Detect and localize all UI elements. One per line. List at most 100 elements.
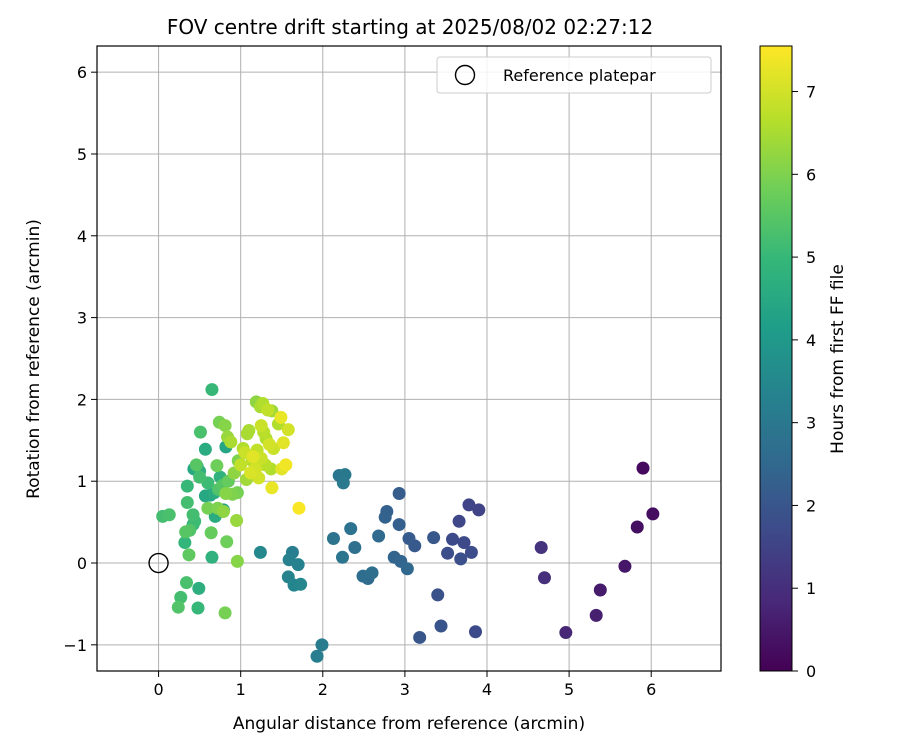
data-point <box>413 630 427 644</box>
data-point <box>191 601 205 615</box>
data-point <box>372 529 386 543</box>
data-point <box>254 419 268 433</box>
colorbar-gradient <box>759 45 793 672</box>
y-tick-label: −1 <box>63 636 87 655</box>
data-point <box>218 419 232 433</box>
x-tick-label: 3 <box>400 680 410 699</box>
data-point <box>186 508 200 522</box>
data-point <box>469 625 483 639</box>
data-point <box>454 552 468 566</box>
data-point <box>216 504 230 518</box>
data-point <box>292 501 306 515</box>
data-point <box>593 583 607 597</box>
data-point <box>310 649 324 663</box>
y-tick-label: 1 <box>77 472 87 491</box>
data-point <box>205 383 219 397</box>
data-point <box>218 606 232 620</box>
legend-box <box>436 56 712 94</box>
data-point <box>178 536 192 550</box>
data-point <box>230 554 244 568</box>
data-point <box>171 600 185 614</box>
data-point <box>636 461 650 475</box>
colorbar-tick-label: 5 <box>806 248 816 267</box>
colorbar-label: Hours from first FF file <box>828 264 848 454</box>
data-point <box>457 536 471 550</box>
data-point <box>559 626 573 640</box>
x-tick-label: 0 <box>153 680 163 699</box>
data-point <box>262 437 276 451</box>
data-point <box>335 550 349 564</box>
data-point <box>180 495 194 509</box>
data-point <box>253 545 267 559</box>
reference-marker-group <box>148 552 169 574</box>
colorbar-tick-label: 0 <box>806 662 816 681</box>
data-point <box>162 508 176 522</box>
y-tick-label: 6 <box>77 63 87 82</box>
colorbar-ticks: 0 1 2 3 4 5 6 7 <box>792 83 816 681</box>
data-point <box>180 479 194 493</box>
data-point <box>174 590 188 604</box>
data-point <box>534 540 548 554</box>
data-point <box>441 546 455 560</box>
x-tick-label: 5 <box>564 680 574 699</box>
data-point <box>464 545 478 559</box>
data-point <box>378 510 392 524</box>
x-tick-label: 6 <box>646 680 656 699</box>
data-point <box>589 608 603 622</box>
colorbar: 0 1 2 3 4 5 6 7 Hours from first FF file <box>759 45 848 681</box>
legend-entry-reference: Reference platepar <box>503 66 656 85</box>
colorbar-tick-label: 7 <box>806 83 816 102</box>
data-point <box>472 503 486 517</box>
data-point <box>326 531 340 545</box>
data-point <box>219 486 233 500</box>
data-point <box>537 571 551 585</box>
y-tick-label: 2 <box>77 390 87 409</box>
colorbar-tick-label: 1 <box>806 579 816 598</box>
x-tick-label: 1 <box>236 680 246 699</box>
data-point <box>336 476 350 490</box>
data-point <box>179 525 193 539</box>
data-point <box>431 588 445 602</box>
data-point <box>246 450 260 464</box>
data-point <box>294 577 308 591</box>
data-point <box>189 458 203 472</box>
x-tick-label: 2 <box>318 680 328 699</box>
colorbar-tick-label: 2 <box>806 496 816 515</box>
data-point <box>265 481 279 495</box>
chart-title: FOV centre drift starting at 2025/08/02 … <box>167 15 653 39</box>
data-point <box>365 566 379 580</box>
data-point <box>205 550 219 564</box>
data-point <box>274 410 288 424</box>
y-tick-label: 0 <box>77 554 87 573</box>
data-point <box>392 486 406 500</box>
plot-frame <box>96 45 722 672</box>
y-axis-ticks: −1 0 1 2 3 4 5 6 <box>63 63 97 655</box>
data-point <box>179 576 193 590</box>
data-point <box>462 498 476 512</box>
data-point <box>276 436 290 450</box>
data-point <box>224 435 238 449</box>
data-point <box>452 514 466 528</box>
data-point <box>192 581 206 595</box>
data-point <box>344 522 358 536</box>
data-point <box>204 526 218 540</box>
data-point <box>392 518 406 532</box>
data-point <box>279 458 293 472</box>
data-point <box>427 531 441 545</box>
data-point <box>198 442 212 456</box>
data-points <box>156 383 660 663</box>
data-point <box>193 425 207 439</box>
y-tick-label: 4 <box>77 227 87 246</box>
data-point <box>348 540 362 554</box>
grid <box>97 46 721 671</box>
x-tick-label: 4 <box>482 680 492 699</box>
legend: Reference platepar <box>436 56 712 94</box>
data-point <box>234 458 248 472</box>
colorbar-tick-label: 3 <box>806 414 816 433</box>
data-point <box>242 423 256 437</box>
x-axis-ticks: 0 1 2 3 4 5 6 <box>153 671 656 699</box>
data-point <box>400 562 414 576</box>
data-point <box>193 470 207 484</box>
legend-reference-marker <box>454 64 476 86</box>
